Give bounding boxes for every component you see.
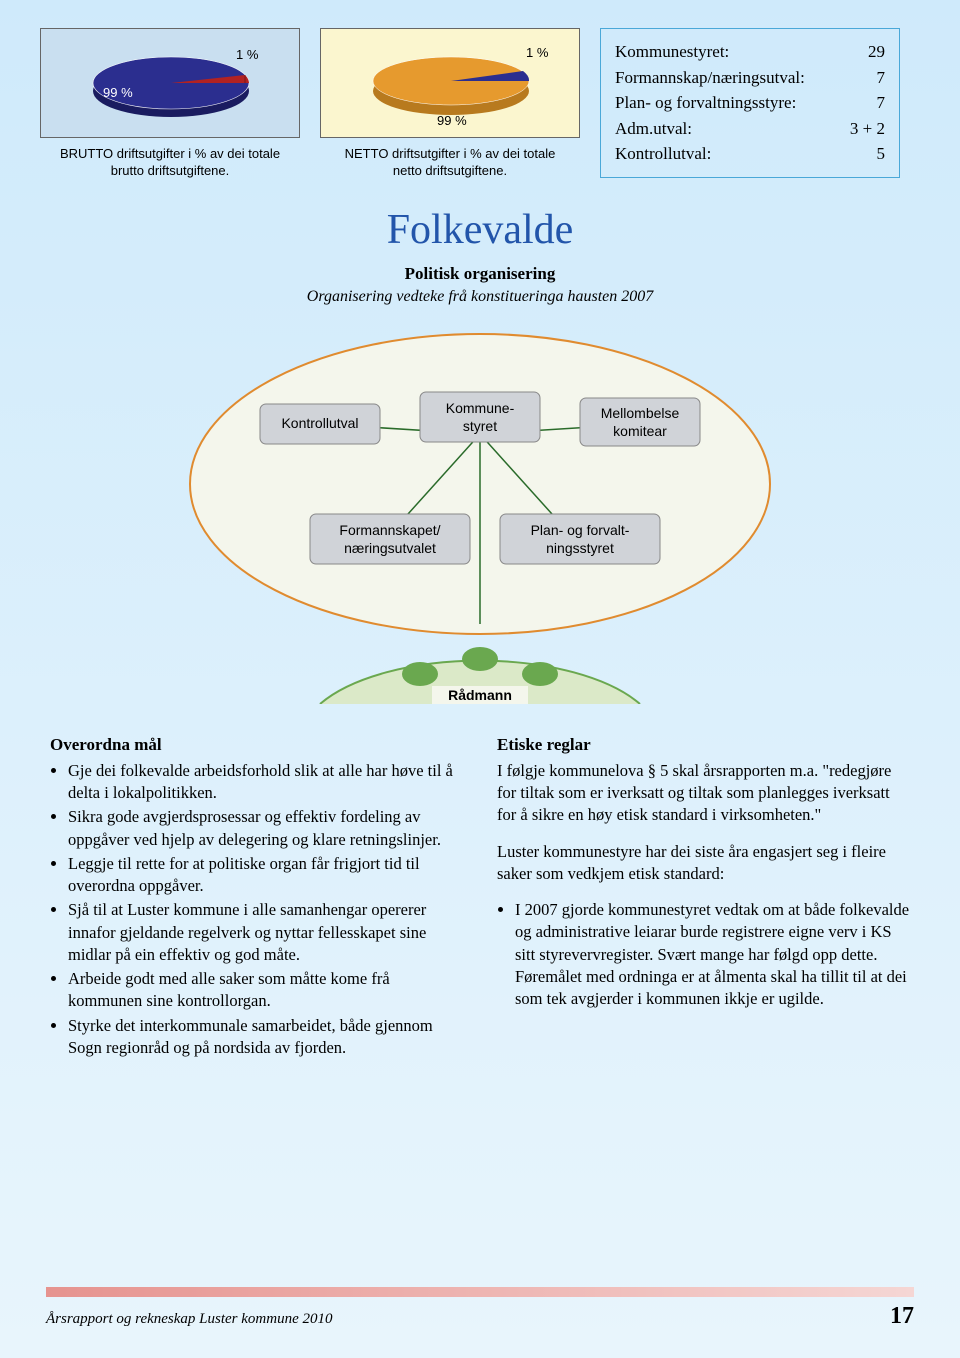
left-bullet-3: Sjå til at Luster kommune i alle samanhe… — [68, 899, 463, 966]
left-bullet-1: Sikra gode avgjerdsprosessar og effektiv… — [68, 806, 463, 851]
left-heading: Overordna mål — [50, 734, 463, 757]
info-value-2: 7 — [877, 90, 886, 116]
brutto-block: 99 % 1 % BRUTTO driftsutgifter i % av de… — [40, 28, 300, 180]
brutto-caption-2: brutto driftsutgiftene. — [111, 163, 230, 178]
info-row-3: Adm.utval: 3 + 2 — [615, 116, 885, 142]
footer-text: Årsrapport og rekneskap Luster kommune 2… — [46, 1311, 333, 1328]
sub-block: Politisk organisering Organisering vedte… — [0, 264, 960, 306]
netto-caption: NETTO driftsutgifter i % av dei totale n… — [320, 146, 580, 180]
info-label-4: Kontrollutval: — [615, 141, 711, 167]
left-bullet-5: Styrke det interkommunale samarbeidet, b… — [68, 1015, 463, 1060]
top-row: 99 % 1 % BRUTTO driftsutgifter i % av de… — [0, 0, 960, 186]
sub-heading: Politisk organisering — [0, 264, 960, 284]
right-list: I 2007 gjorde kommunestyret vedtak om at… — [497, 899, 910, 1010]
info-label-3: Adm.utval: — [615, 116, 692, 142]
brutto-chart: 99 % 1 % — [40, 28, 300, 138]
node-mellom-2: komitear — [613, 423, 667, 439]
info-row-0: Kommunestyret: 29 — [615, 39, 885, 65]
info-value-1: 7 — [877, 65, 886, 91]
info-box: Kommunestyret: 29 Formannskap/næringsutva… — [600, 28, 900, 178]
node-mellom-1: Mellombelse — [601, 405, 680, 421]
netto-caption-2: netto driftsutgiftene. — [393, 163, 507, 178]
right-heading: Etiske reglar — [497, 734, 910, 757]
info-value-3: 3 + 2 — [850, 116, 885, 142]
node-formann-1: Formannskapet/ — [339, 522, 440, 538]
brutto-99-label: 99 % — [103, 85, 133, 100]
node-kommune-1: Kommune- — [446, 400, 515, 416]
info-label-0: Kommunestyret: — [615, 39, 729, 65]
netto-block: 99 % 1 % NETTO driftsutgifter i % av dei… — [320, 28, 580, 180]
right-col: Etiske reglar I følgje kommunelova § 5 s… — [497, 734, 910, 1061]
info-value-4: 5 — [877, 141, 886, 167]
info-label-2: Plan- og forvaltningsstyre: — [615, 90, 796, 116]
brutto-caption: BRUTTO driftsutgifter i % av dei totale … — [40, 146, 300, 180]
brutto-1-label: 1 % — [236, 47, 259, 62]
right-para2: Luster kommunestyre har dei siste åra en… — [497, 841, 910, 886]
node-plan-2: ningsstyret — [546, 540, 614, 556]
sub-italic: Organisering vedteke frå konstitueringa … — [0, 288, 960, 306]
left-list: Gje dei folkevalde arbeidsforhold slik a… — [50, 760, 463, 1059]
footer-line — [46, 1287, 914, 1297]
brutto-caption-1: BRUTTO driftsutgifter i % av dei totale — [60, 146, 280, 161]
org-diagram: Kontrollutval Kommune- styret Mellombels… — [0, 324, 960, 704]
left-bullet-4: Arbeide godt med alle saker som måtte ko… — [68, 968, 463, 1013]
node-radmann: Rådmann — [448, 687, 512, 703]
info-row-1: Formannskap/næringsutval: 7 — [615, 65, 885, 91]
right-para1: I følgje kommunelova § 5 skal årsrapport… — [497, 760, 910, 827]
node-plan-1: Plan- og forvalt- — [531, 522, 630, 538]
info-label-1: Formannskap/næringsutval: — [615, 65, 805, 91]
info-row-4: Kontrollutval: 5 — [615, 141, 885, 167]
left-col: Overordna mål Gje dei folkevalde arbeids… — [50, 734, 463, 1061]
netto-99-label: 99 % — [437, 113, 467, 128]
left-bullet-0: Gje dei folkevalde arbeidsforhold slik a… — [68, 760, 463, 805]
node-formann-2: næringsutvalet — [344, 540, 436, 556]
footer-page: 17 — [890, 1303, 914, 1330]
page-title: Folkevalde — [0, 206, 960, 254]
info-row-2: Plan- og forvaltningsstyre: 7 — [615, 90, 885, 116]
netto-chart: 99 % 1 % — [320, 28, 580, 138]
info-value-0: 29 — [868, 39, 885, 65]
netto-caption-1: NETTO driftsutgifter i % av dei totale — [345, 146, 556, 161]
left-bullet-2: Leggje til rette for at politiske organ … — [68, 853, 463, 898]
netto-1-label: 1 % — [526, 45, 549, 60]
node-kommune-2: styret — [463, 418, 497, 434]
body-columns: Overordna mål Gje dei folkevalde arbeids… — [0, 734, 960, 1061]
right-bullet-0: I 2007 gjorde kommunestyret vedtak om at… — [515, 899, 910, 1010]
node-kontrollutval: Kontrollutval — [281, 415, 358, 431]
footer: Årsrapport og rekneskap Luster kommune 2… — [0, 1287, 960, 1330]
